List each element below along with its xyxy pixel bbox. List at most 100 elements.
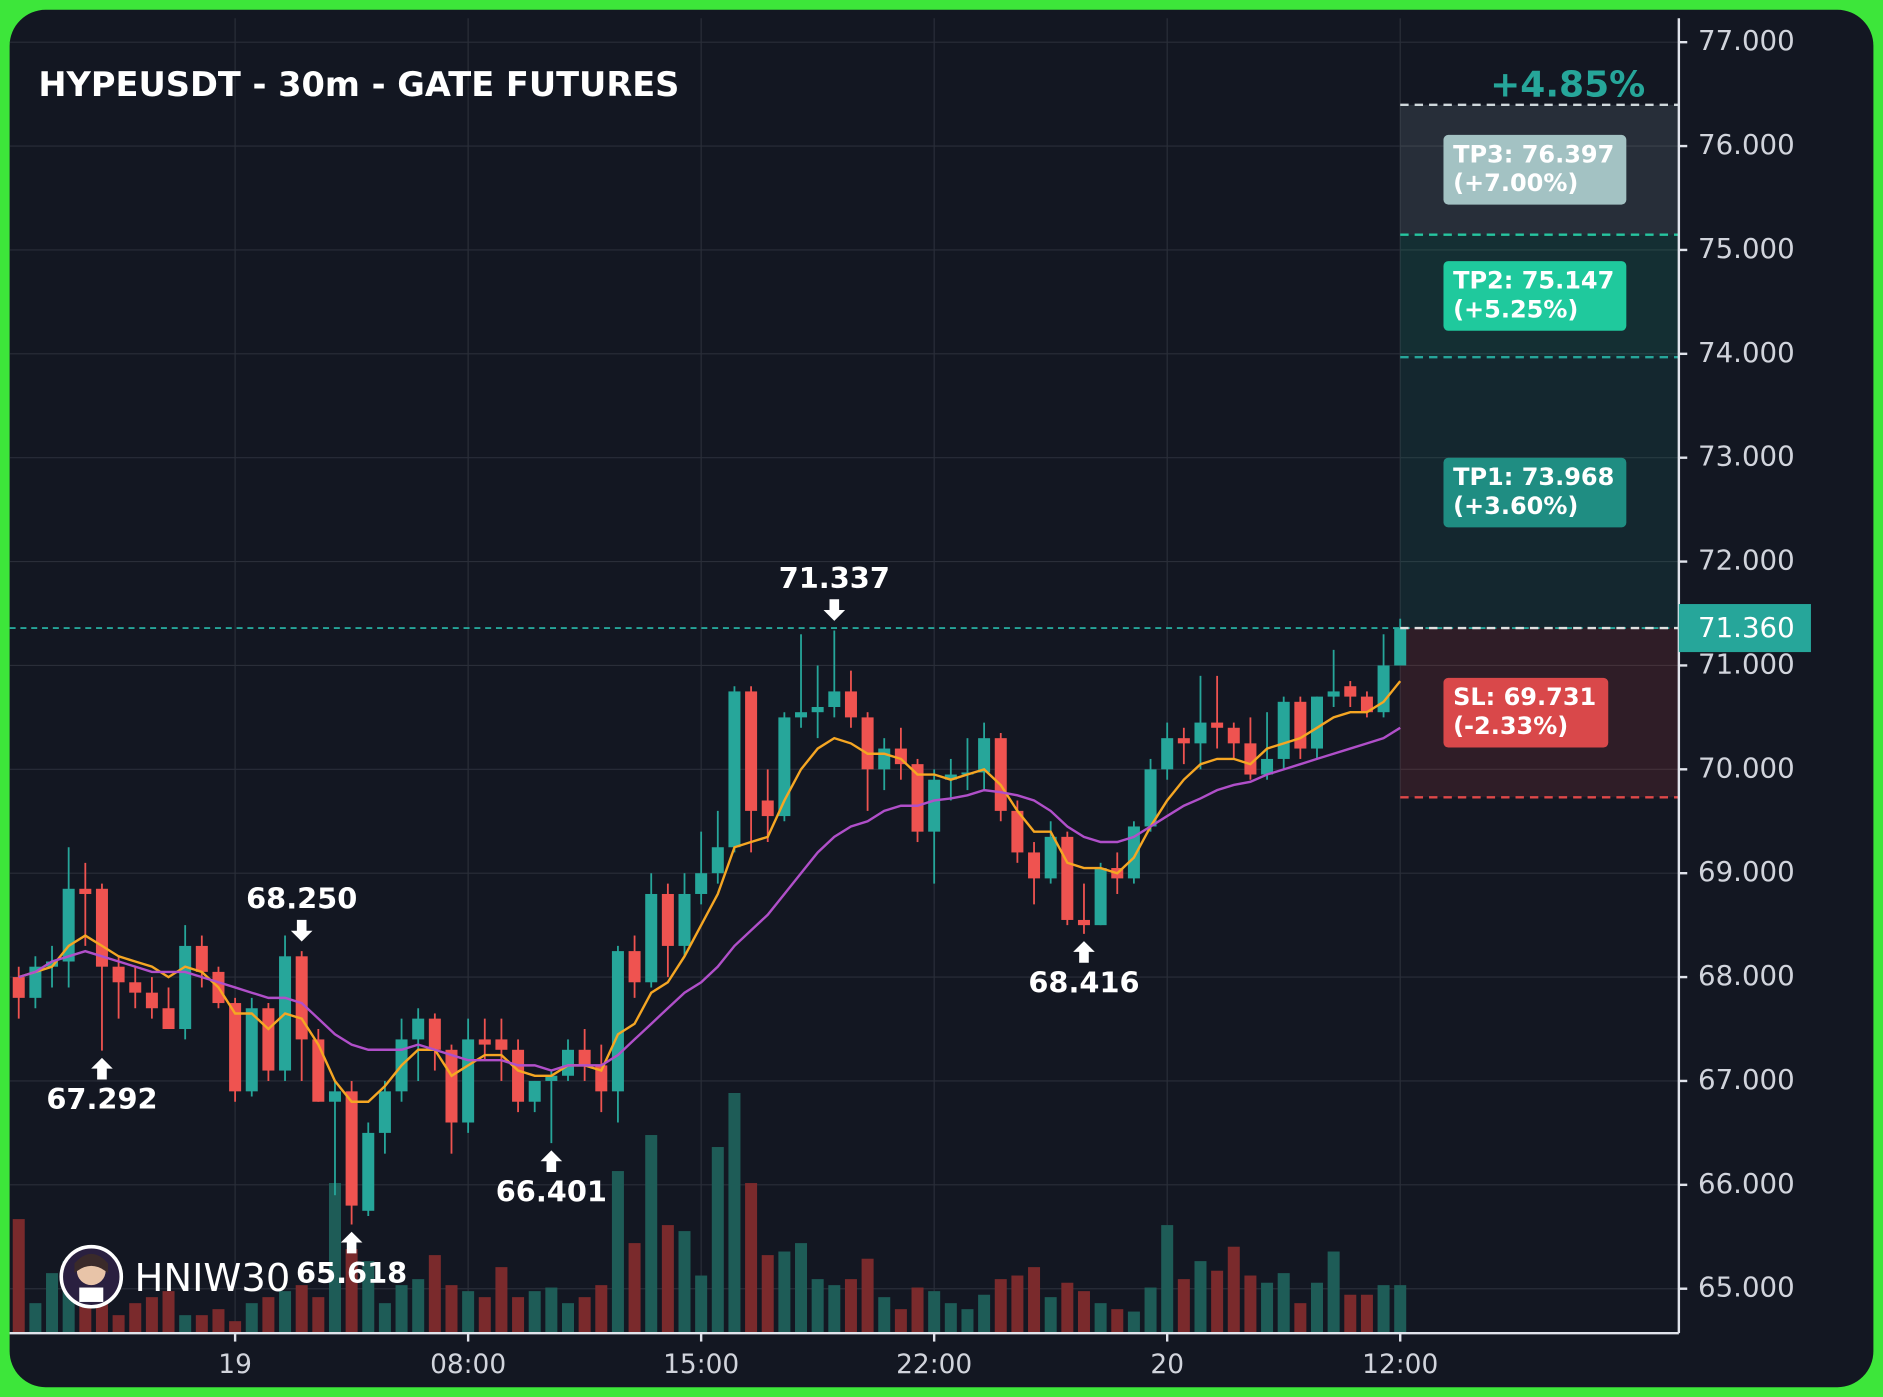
- volume-bar: [961, 1309, 974, 1334]
- volume-bar: [1044, 1297, 1057, 1334]
- candle-body: [678, 893, 691, 946]
- candle-body: [378, 1091, 391, 1133]
- candle-body: [978, 738, 991, 773]
- candle-body: [595, 1065, 608, 1092]
- candle-body: [1244, 743, 1257, 775]
- swing-arrow: [540, 1150, 563, 1173]
- volume-bar: [561, 1303, 575, 1334]
- swing-arrow: [290, 919, 313, 942]
- volume-bar: [528, 1291, 541, 1334]
- volume-bar: [1277, 1273, 1290, 1334]
- volume-bar: [545, 1287, 558, 1334]
- y-tick-label: 67.000: [1698, 1063, 1795, 1096]
- candle-body: [728, 691, 741, 848]
- level-change: (-2.33%): [1453, 712, 1568, 740]
- candle-body: [661, 893, 674, 946]
- x-tick-label: 22:00: [896, 1349, 972, 1380]
- volume-bar: [29, 1303, 42, 1334]
- volume-bar: [578, 1297, 591, 1334]
- level-label-box: [1443, 677, 1609, 748]
- volume-bar: [795, 1243, 808, 1334]
- swing-arrow: [823, 599, 846, 621]
- volume-bar: [711, 1147, 724, 1334]
- volume-bar: [1161, 1225, 1174, 1334]
- volume-bar: [844, 1279, 857, 1334]
- volume-bar: [778, 1251, 791, 1334]
- volume-bar: [695, 1275, 708, 1334]
- candle-body: [1011, 810, 1024, 853]
- candle-body: [1028, 852, 1041, 879]
- candle-body: [1127, 826, 1140, 879]
- chart-title: HYPEUSDT - 30m - GATE FUTURES: [38, 65, 679, 104]
- plot: TP3: 76.397(+7.00%) TP2: 75.147(+5.25%) TP…: [9, 18, 1679, 1334]
- moving-average: [18, 726, 1401, 1072]
- level-label-box: [1443, 261, 1627, 331]
- candle-body: [944, 774, 957, 780]
- volume-bar: [1144, 1287, 1157, 1334]
- candle-body: [145, 992, 158, 1009]
- volume-bar: [944, 1303, 957, 1334]
- volume-bar: [345, 1249, 358, 1334]
- candle-body: [1094, 868, 1107, 926]
- volume-bar: [295, 1285, 308, 1334]
- volume-bar: [46, 1273, 59, 1334]
- volume-bar: [12, 1219, 25, 1334]
- candle-body: [1177, 738, 1190, 744]
- volume-bar: [1244, 1275, 1257, 1334]
- volume-bar: [262, 1297, 275, 1334]
- volume-bar: [162, 1291, 175, 1334]
- candle-body: [1227, 727, 1240, 744]
- volume-bar: [878, 1297, 891, 1334]
- candle-body: [1394, 628, 1407, 666]
- candle-body: [12, 977, 25, 998]
- x-tick-label: 19: [218, 1349, 252, 1380]
- y-tick-label: 68.000: [1698, 959, 1795, 992]
- volume-bar: [1111, 1309, 1124, 1334]
- swing-arrow: [340, 1231, 363, 1254]
- candle-body: [1277, 701, 1290, 759]
- volume-bar: [861, 1258, 874, 1334]
- volume-bar: [911, 1287, 924, 1334]
- candle-body: [179, 945, 192, 1030]
- volume-bar: [978, 1294, 991, 1334]
- volume-bar: [1094, 1303, 1107, 1334]
- candle-body: [828, 691, 841, 708]
- moving-average: [18, 680, 1402, 1103]
- candle-body: [994, 738, 1007, 811]
- y-tick-label: 69.000: [1698, 855, 1795, 888]
- volume-bar: [1360, 1294, 1373, 1334]
- swing-label: 67.292: [46, 1082, 157, 1116]
- y-tick-label: 71.000: [1698, 647, 1795, 680]
- candle-body: [578, 1049, 591, 1066]
- volume-bar: [645, 1135, 658, 1334]
- volume-bar: [412, 1279, 425, 1334]
- candle-body: [79, 888, 92, 894]
- candle-body: [861, 717, 874, 770]
- volume-bar: [378, 1303, 391, 1334]
- candle-body: [46, 961, 59, 967]
- candle-body: [462, 1039, 475, 1123]
- x-tick-label: 12:00: [1362, 1349, 1438, 1380]
- watermark: HNIW30: [135, 1256, 291, 1301]
- volume-bar: [1294, 1303, 1307, 1334]
- volume-bar: [1127, 1311, 1140, 1334]
- volume-bar: [428, 1255, 441, 1334]
- candle-body: [195, 945, 208, 972]
- change-label: +4.85%: [1490, 65, 1645, 106]
- candle-body: [229, 1003, 242, 1092]
- y-tick-label: 77.000: [1698, 24, 1795, 57]
- volume-bar: [894, 1309, 907, 1334]
- candle-body: [695, 873, 708, 894]
- candle-body: [878, 748, 891, 770]
- level-label-box: [1443, 134, 1627, 205]
- candle-body: [628, 951, 641, 983]
- y-tick-label: 74.000: [1698, 336, 1795, 369]
- candle-body: [1344, 686, 1357, 697]
- volume-bar: [1344, 1294, 1357, 1334]
- x-tick-label: 15:00: [663, 1349, 739, 1380]
- level-change: (+5.25%): [1453, 295, 1578, 323]
- volume-bar: [512, 1297, 525, 1334]
- y-tick-label: 76.000: [1698, 128, 1795, 161]
